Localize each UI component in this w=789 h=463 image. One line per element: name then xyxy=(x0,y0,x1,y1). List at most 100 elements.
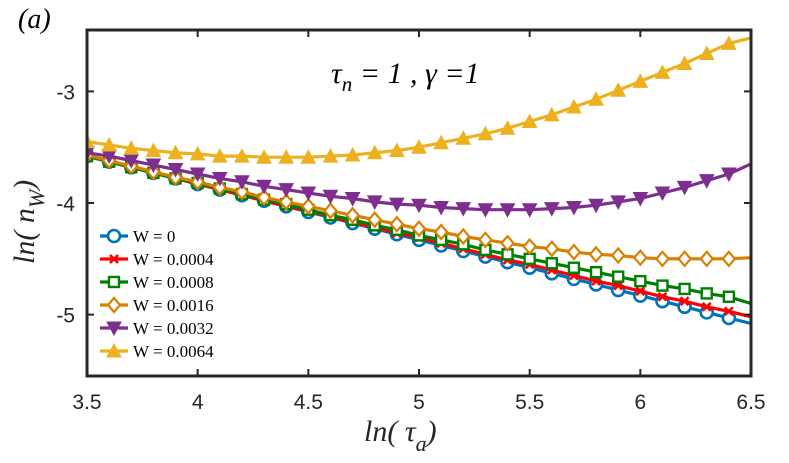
data-point xyxy=(167,163,184,178)
data-point xyxy=(632,249,648,267)
data-point xyxy=(145,158,162,174)
data-point xyxy=(610,246,626,265)
data-point xyxy=(477,203,494,218)
data-point xyxy=(433,223,449,241)
data-point xyxy=(632,73,649,88)
data-point xyxy=(545,257,558,270)
data-point xyxy=(300,149,317,164)
data-point xyxy=(566,200,582,216)
data-point xyxy=(679,296,690,307)
panel-label: (a) xyxy=(18,4,51,35)
y-axis-title-sub: W xyxy=(24,188,49,208)
data-point xyxy=(411,139,427,154)
data-point xyxy=(521,113,538,129)
data-point xyxy=(278,149,295,164)
data-point xyxy=(635,286,646,297)
data-point xyxy=(722,290,736,303)
data-point xyxy=(189,145,206,161)
data-point xyxy=(477,125,494,141)
data-point xyxy=(499,203,516,218)
annotation-gamma: γ xyxy=(425,57,438,90)
data-point xyxy=(300,197,316,216)
data-point xyxy=(721,35,737,50)
data-point xyxy=(698,174,715,189)
data-point xyxy=(278,183,295,198)
data-point xyxy=(523,252,536,266)
series-layer xyxy=(87,35,751,326)
x-axis-title: ln( τa) xyxy=(364,415,437,456)
data-point xyxy=(323,202,338,220)
data-point xyxy=(656,279,669,292)
data-point xyxy=(566,98,582,114)
legend-marker xyxy=(107,275,121,289)
data-point xyxy=(189,167,206,183)
data-point xyxy=(344,192,361,207)
legend-item: W = 0.0004 xyxy=(100,250,214,269)
ticks-layer: 3.5 4 4.5 5 5.5 6 6.5 -5 -4 -3 xyxy=(56,30,766,414)
data-point xyxy=(521,203,538,218)
x-tick-label: 4.5 xyxy=(294,391,323,414)
data-point xyxy=(300,186,317,202)
data-point xyxy=(433,134,449,150)
x-tick-label: 3.5 xyxy=(72,391,101,414)
y-axis-title-prefix: ln( n xyxy=(8,208,41,264)
annotation-sub-n: n xyxy=(342,72,353,96)
data-point xyxy=(676,180,693,196)
x-tick-label: 4 xyxy=(192,391,204,414)
data-point xyxy=(610,195,627,210)
data-point xyxy=(700,287,713,300)
data-point xyxy=(455,130,472,145)
data-point xyxy=(411,198,427,214)
data-point xyxy=(366,144,383,160)
data-point xyxy=(278,193,294,211)
x-tick-label: 5 xyxy=(413,391,425,414)
y-tick-label: -4 xyxy=(56,193,75,216)
data-point xyxy=(721,167,737,183)
annotation: τn = 1 , γ =1 xyxy=(331,57,480,96)
x-tick-label: 6 xyxy=(634,391,646,414)
data-point xyxy=(389,215,405,233)
data-point xyxy=(411,219,427,238)
data-point xyxy=(634,274,647,288)
data-point xyxy=(234,148,250,163)
data-point xyxy=(477,231,493,249)
legend-label: W = 0.0016 xyxy=(133,296,214,315)
data-point xyxy=(588,198,604,214)
data-point xyxy=(723,306,734,317)
data-point xyxy=(699,250,715,268)
x-tick-label: 6.5 xyxy=(736,391,765,414)
data-point xyxy=(701,301,712,312)
legend-item: W = 0.0064 xyxy=(100,342,214,361)
data-point xyxy=(654,64,671,79)
annotation-eq2: =1 xyxy=(437,57,480,90)
x-tick-label: 5.5 xyxy=(515,391,544,414)
legend-marker xyxy=(106,228,122,244)
data-point xyxy=(500,234,515,252)
data-point xyxy=(433,200,449,216)
data-point xyxy=(123,140,140,155)
data-point xyxy=(610,82,627,97)
data-point xyxy=(211,148,228,163)
data-point xyxy=(211,171,228,187)
y-tick-label: -3 xyxy=(56,81,75,104)
data-point xyxy=(234,183,250,201)
y-axis-title: ln( nW) xyxy=(8,180,49,264)
data-point xyxy=(101,136,117,152)
data-point xyxy=(588,91,604,106)
data-point xyxy=(345,206,361,224)
data-point xyxy=(499,120,516,135)
legend-label: W = 0.0008 xyxy=(133,273,214,292)
legend-item: W = 0 xyxy=(100,227,175,246)
x-axis-title-prefix: ln( xyxy=(364,415,405,448)
data-point xyxy=(657,291,668,302)
series-4 xyxy=(87,146,751,218)
data-point xyxy=(87,133,95,149)
data-point xyxy=(677,250,693,268)
data-point xyxy=(591,276,601,287)
data-point xyxy=(721,250,737,268)
legend-marker xyxy=(106,342,122,358)
data-point xyxy=(256,188,272,207)
data-point xyxy=(234,175,250,190)
data-point xyxy=(588,245,604,264)
